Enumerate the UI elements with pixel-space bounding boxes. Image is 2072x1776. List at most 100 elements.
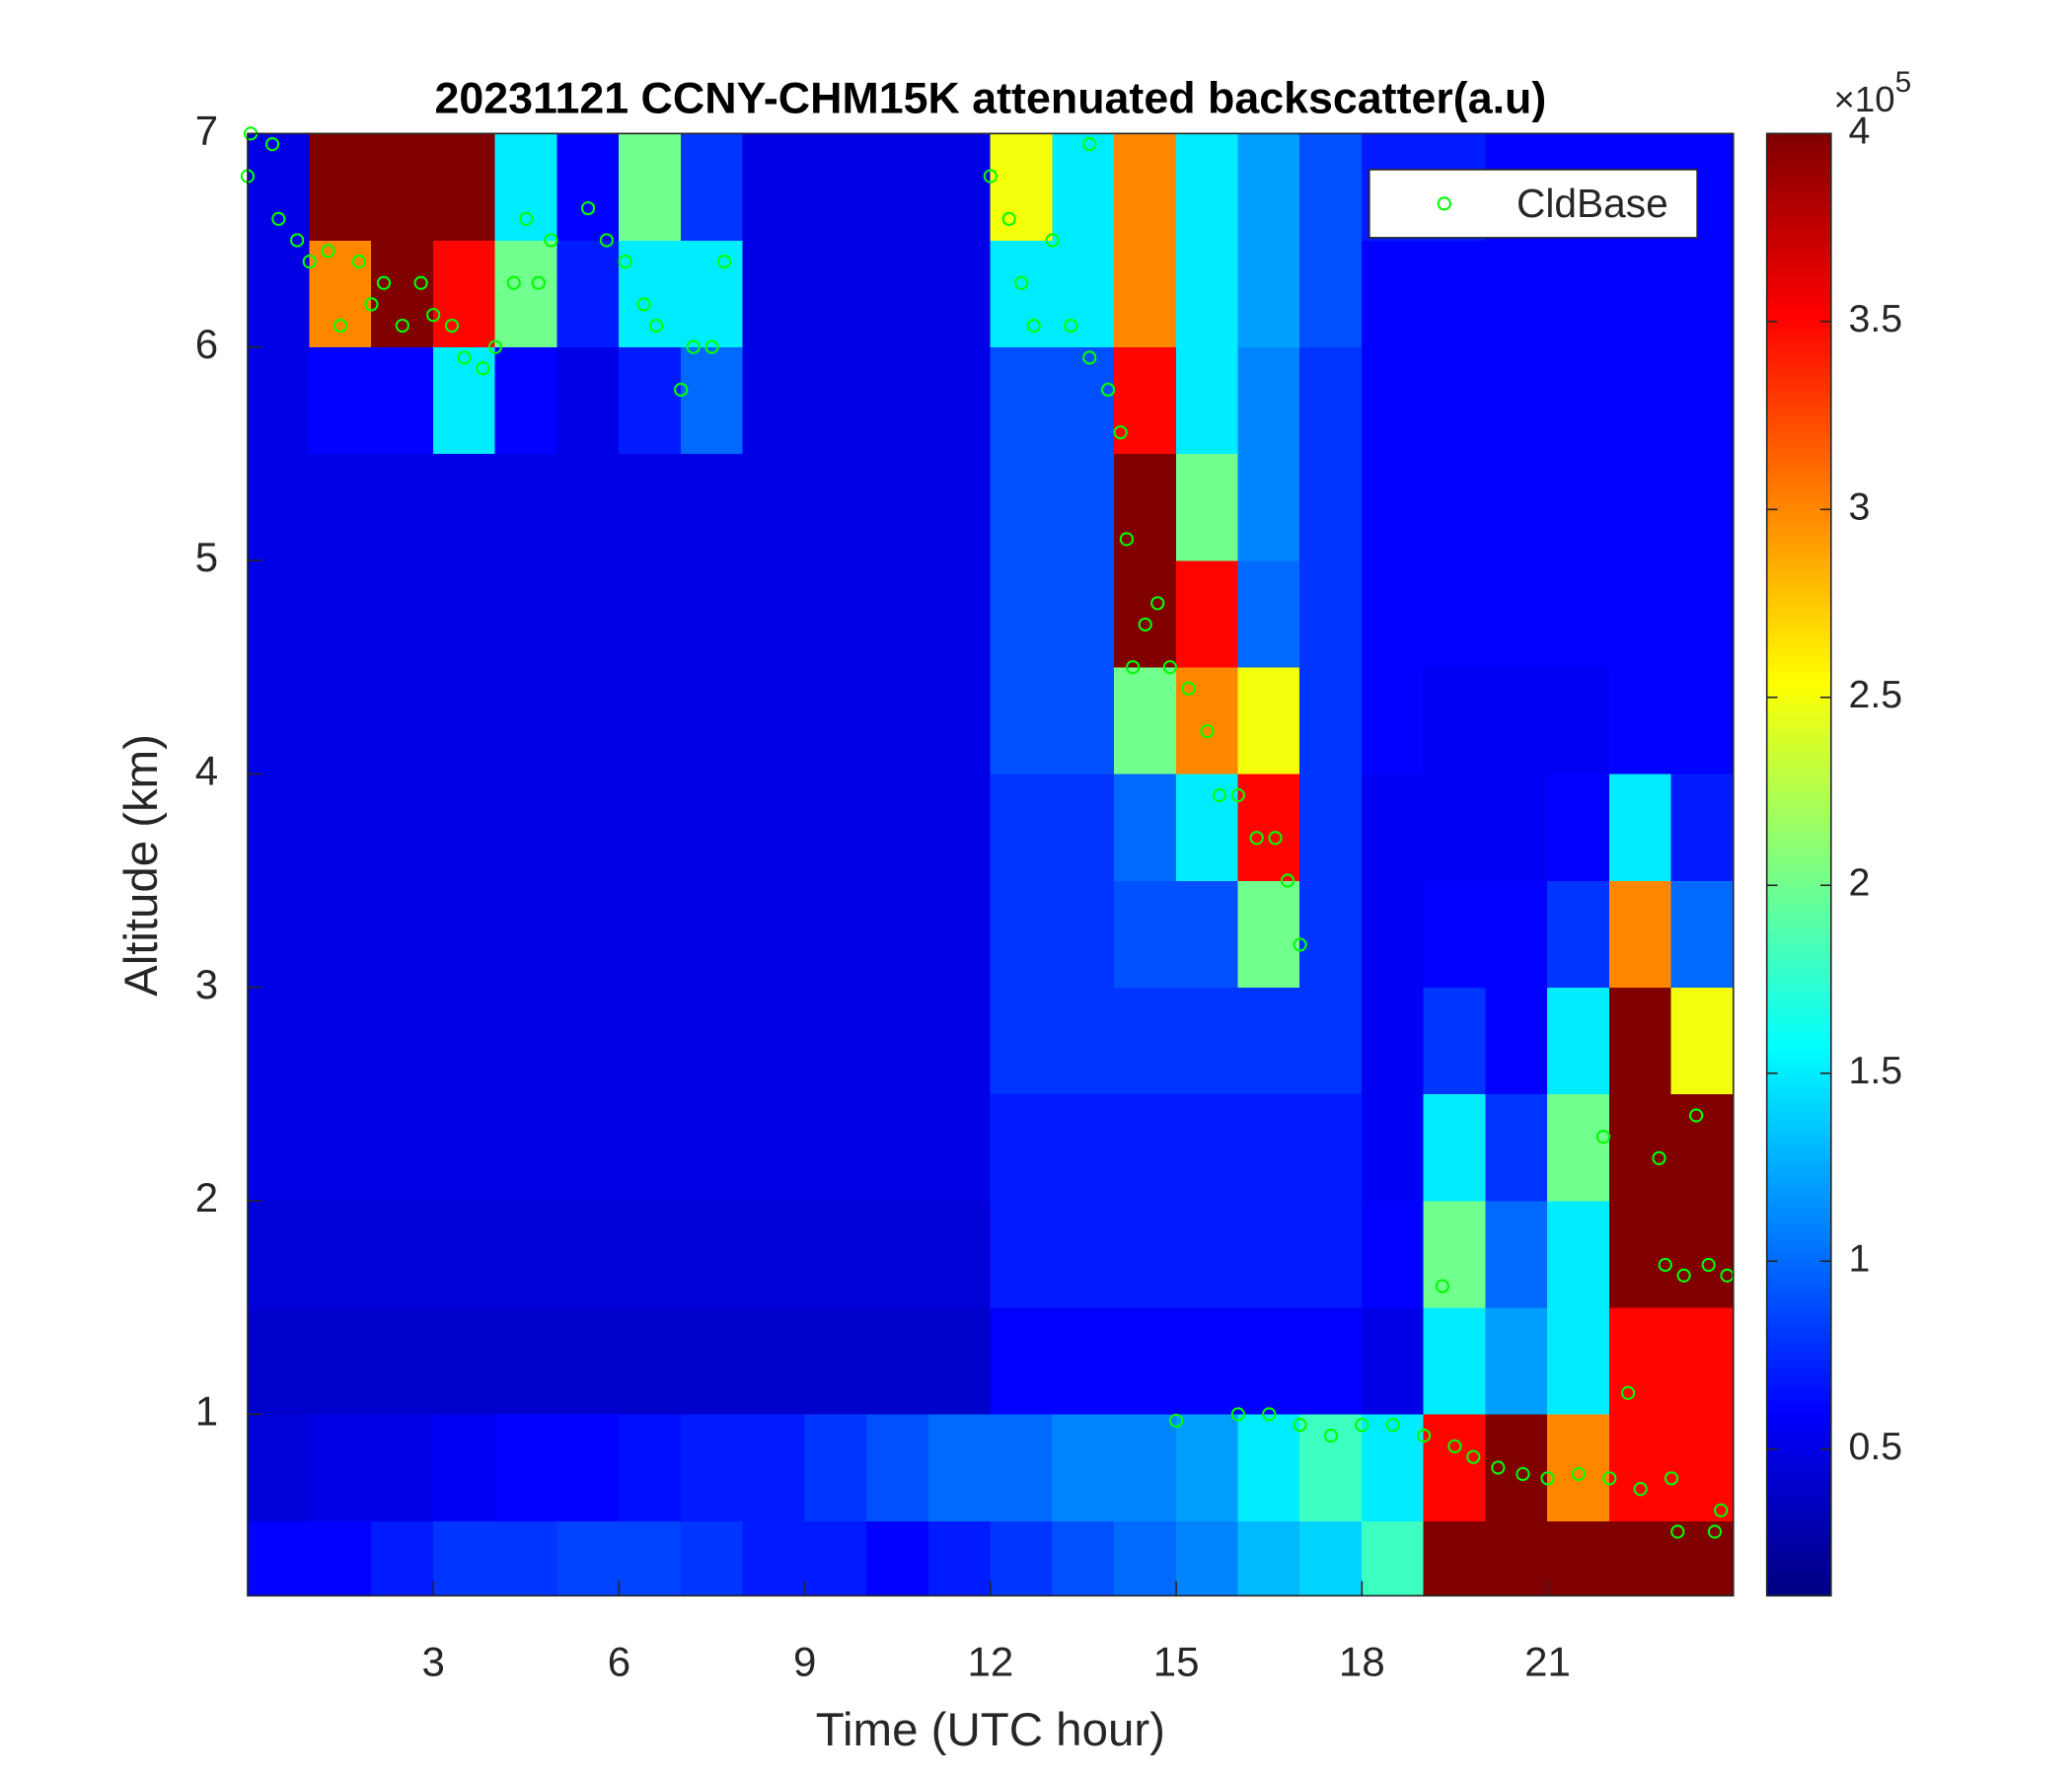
heat-cell [1052, 453, 1115, 561]
cloud-base-point [519, 211, 534, 226]
heat-cell [742, 1414, 805, 1521]
heat-cell [494, 774, 558, 881]
cloud-base-point [444, 318, 460, 333]
chart-title: 20231121 CCNY-CHM15K attenuated backscat… [434, 75, 1546, 123]
heat-cell [309, 1093, 372, 1202]
heat-cell [1670, 666, 1735, 775]
heat-cell [1299, 880, 1363, 989]
heat-cell [866, 666, 929, 775]
heat-cell [1237, 1306, 1300, 1415]
heat-cell [1485, 1200, 1548, 1308]
heat-cell [804, 1093, 867, 1202]
heat-cell [247, 240, 311, 348]
heat-cell [1608, 1200, 1672, 1308]
heat-cell [680, 666, 744, 775]
cloud-base-point [1249, 831, 1264, 846]
heat-cell [990, 666, 1053, 775]
heat-cell [990, 240, 1053, 348]
heat-cell [556, 346, 620, 455]
heat-cell [1299, 346, 1363, 455]
cloud-base-point [1138, 617, 1152, 632]
heat-cell [1175, 453, 1239, 561]
heat-cell [1175, 559, 1239, 668]
heat-cell [927, 880, 992, 989]
cloud-base-point [1658, 1257, 1672, 1273]
cloud-base-point [544, 233, 558, 248]
cloud-base-point [1447, 1439, 1462, 1453]
heat-cell [1114, 1093, 1177, 1202]
heat-cell [432, 880, 496, 989]
heatmap [247, 133, 1735, 1596]
heat-cell [1114, 1414, 1177, 1521]
cloud-base-point [351, 255, 367, 269]
heat-cell [1361, 1520, 1425, 1596]
heat-cell [804, 240, 867, 348]
heat-cell [371, 1093, 434, 1202]
heat-cell [247, 1520, 311, 1596]
heat-cell [432, 453, 496, 561]
cloud-base-point [376, 275, 392, 290]
heat-cell [742, 666, 805, 775]
heat-cell [1670, 1520, 1735, 1596]
heat-cell [1299, 987, 1363, 1095]
cloud-base-point [1212, 787, 1227, 803]
cloud-base-point [1323, 1428, 1339, 1443]
cloud-base-point [1082, 350, 1097, 365]
heat-cell [1052, 1200, 1115, 1308]
heat-cell [927, 240, 992, 348]
heat-cell [247, 559, 311, 668]
cloud-base-point [580, 200, 596, 216]
heat-cell [1361, 666, 1425, 775]
heat-cell [309, 133, 372, 241]
cloud-base-point [648, 318, 664, 333]
heat-cell [804, 774, 867, 881]
y-tick-label: 1 [195, 1388, 218, 1435]
heat-cell [1608, 346, 1672, 455]
heat-cell [494, 1414, 558, 1521]
heat-cell [1237, 1093, 1300, 1202]
heat-cell [804, 133, 867, 241]
y-tick-label: 3 [195, 961, 218, 1007]
heat-cell [1175, 1306, 1239, 1415]
cloud-base-point [1416, 1428, 1432, 1443]
cloud-base-point [290, 233, 305, 248]
heat-cell [1485, 774, 1548, 881]
cloud-base-point [487, 339, 503, 354]
legend-marker [1437, 196, 1451, 211]
cloud-base-point [271, 211, 286, 226]
multiplier-exponent: 5 [1895, 66, 1912, 99]
heat-cell [1361, 774, 1425, 881]
heat-cell [556, 1306, 620, 1415]
heat-cell [1423, 346, 1487, 455]
heat-cell [556, 987, 620, 1095]
cloud-base-point [1200, 723, 1215, 739]
heat-cell [680, 346, 744, 455]
heat-cell [1361, 1200, 1425, 1308]
heat-cell [866, 133, 929, 241]
heat-cell [1114, 1200, 1177, 1308]
cloud-base-point [1262, 1407, 1277, 1422]
heat-cell [1299, 453, 1363, 561]
heat-cell [619, 1306, 682, 1415]
heat-cell [1114, 559, 1177, 668]
heat-cell [1299, 1414, 1363, 1521]
heat-cell [371, 1200, 434, 1308]
heat-cell [1114, 880, 1177, 989]
heat-cell [494, 133, 558, 241]
heat-cell [927, 1093, 992, 1202]
heat-cell [619, 1414, 682, 1521]
heat-cell [494, 453, 558, 561]
heat-cell [1608, 240, 1672, 348]
colorbar-tick-label: 3 [1848, 485, 1870, 529]
heat-cell [1485, 1414, 1548, 1521]
heat-cell [927, 1520, 992, 1596]
heat-cell [1052, 774, 1115, 881]
cloud-base-point [1571, 1466, 1587, 1482]
heat-cell [680, 240, 744, 348]
cloud-base-point [1466, 1449, 1481, 1464]
heat-cell [619, 133, 682, 241]
heat-cell [1052, 880, 1115, 989]
heat-cell [1361, 1093, 1425, 1202]
heat-cell [1052, 133, 1115, 241]
heat-cell [371, 453, 434, 561]
